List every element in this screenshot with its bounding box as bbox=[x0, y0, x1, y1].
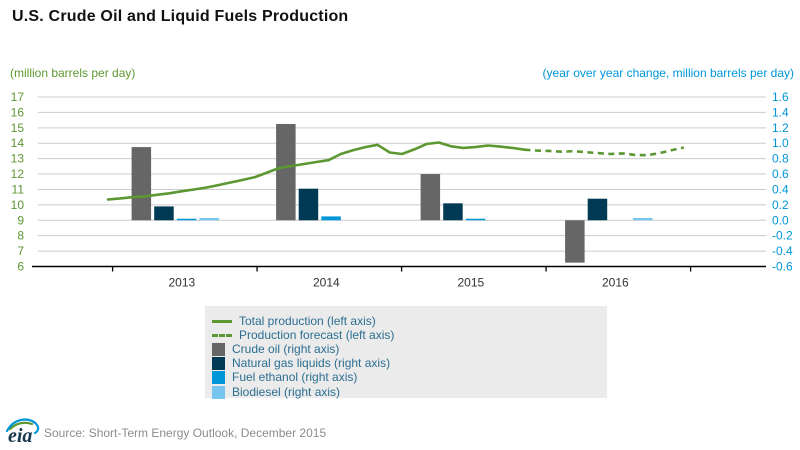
svg-text:12: 12 bbox=[11, 167, 25, 181]
legend-item-natural-gas-liquids: Natural gas liquids (right axis) bbox=[212, 357, 607, 371]
svg-text:2013: 2013 bbox=[168, 276, 195, 290]
svg-text:10: 10 bbox=[11, 198, 25, 212]
svg-text:-0.4: -0.4 bbox=[772, 244, 793, 258]
svg-text:11: 11 bbox=[12, 182, 25, 196]
production-forecast-line bbox=[524, 146, 685, 157]
source-note: Source: Short-Term Energy Outlook, Decem… bbox=[44, 426, 327, 440]
legend-item-label: Total production (left axis) bbox=[239, 313, 376, 328]
production-combo-chart: 171615141312111098761.61.41.21.00.80.60.… bbox=[11, 90, 793, 290]
fuel-ethanol-swatch bbox=[212, 371, 225, 385]
svg-text:1.2: 1.2 bbox=[772, 121, 789, 135]
production-forecast-line-swatch bbox=[212, 333, 232, 337]
svg-text:2015: 2015 bbox=[457, 276, 484, 290]
legend-item-production-forecast: Production forecast (left axis) bbox=[212, 328, 607, 342]
legend-item-label: Crude oil (right axis) bbox=[232, 341, 340, 356]
crude-oil-swatch bbox=[212, 342, 225, 356]
svg-text:8: 8 bbox=[17, 229, 24, 243]
legend-item-label: Fuel ethanol (right axis) bbox=[232, 370, 358, 385]
bars-natural-gas-liquids bbox=[154, 188, 608, 221]
right-axis-unit-label: (year over year change, million barrels … bbox=[542, 66, 794, 80]
svg-text:17: 17 bbox=[11, 90, 25, 104]
legend-item-biodiesel: Biodiesel (right axis) bbox=[212, 385, 607, 399]
svg-text:1.4: 1.4 bbox=[772, 105, 789, 119]
svg-text:9: 9 bbox=[17, 213, 24, 227]
total-production-line bbox=[106, 141, 526, 201]
biodiesel-swatch bbox=[212, 385, 225, 399]
legend-item-label: Natural gas liquids (right axis) bbox=[232, 356, 391, 371]
x-axis: 2013 2014 2015 2016 bbox=[32, 265, 766, 290]
eia-logo-text: eia bbox=[8, 425, 32, 447]
svg-text:16: 16 bbox=[11, 105, 25, 119]
legend-item-label: Biodiesel (right axis) bbox=[232, 384, 341, 399]
svg-text:0.4: 0.4 bbox=[772, 182, 789, 196]
legend-item-fuel-ethanol: Fuel ethanol (right axis) bbox=[212, 371, 607, 385]
total-production-line-swatch bbox=[212, 319, 232, 323]
svg-text:0.8: 0.8 bbox=[772, 152, 789, 166]
svg-text:2014: 2014 bbox=[313, 276, 340, 290]
legend-item-total-production: Total production (left axis) bbox=[212, 314, 607, 328]
natural-gas-liquids-swatch bbox=[212, 357, 225, 371]
svg-text:15: 15 bbox=[11, 121, 25, 135]
chart-legend: Total production (left axis) Production … bbox=[205, 306, 607, 399]
svg-text:-0.2: -0.2 bbox=[772, 229, 793, 243]
right-axis-tick-labels: 1.61.4 1.21.0 0.80.60.4 0.20.0 -0.2-0.4 -0.6 bbox=[772, 90, 793, 274]
svg-text:2016: 2016 bbox=[602, 276, 629, 290]
svg-text:1.0: 1.0 bbox=[772, 136, 789, 150]
bars-fuel-ethanol bbox=[176, 216, 486, 221]
left-axis-unit-label: (million barrels per day) bbox=[10, 66, 136, 80]
svg-text:1.6: 1.6 bbox=[772, 90, 789, 104]
svg-text:14: 14 bbox=[11, 136, 25, 150]
legend-item-crude-oil: Crude oil (right axis) bbox=[212, 342, 607, 356]
eia-logo: eia bbox=[5, 418, 40, 447]
svg-text:7: 7 bbox=[17, 244, 24, 258]
svg-text:-0.6: -0.6 bbox=[772, 260, 793, 274]
svg-text:0.6: 0.6 bbox=[772, 167, 789, 181]
bars-crude-oil bbox=[131, 123, 585, 263]
svg-text:0.0: 0.0 bbox=[772, 213, 789, 227]
gridlines bbox=[38, 96, 766, 252]
svg-text:0.2: 0.2 bbox=[772, 198, 789, 212]
page-title: U.S. Crude Oil and Liquid Fuels Producti… bbox=[12, 8, 349, 25]
svg-text:6: 6 bbox=[17, 260, 24, 274]
bars-biodiesel bbox=[199, 217, 653, 221]
legend-item-label: Production forecast (left axis) bbox=[239, 327, 395, 342]
eia-logo-blue-arc bbox=[5, 418, 40, 435]
svg-text:13: 13 bbox=[11, 152, 25, 166]
eia-logo-green-arc bbox=[8, 421, 34, 431]
